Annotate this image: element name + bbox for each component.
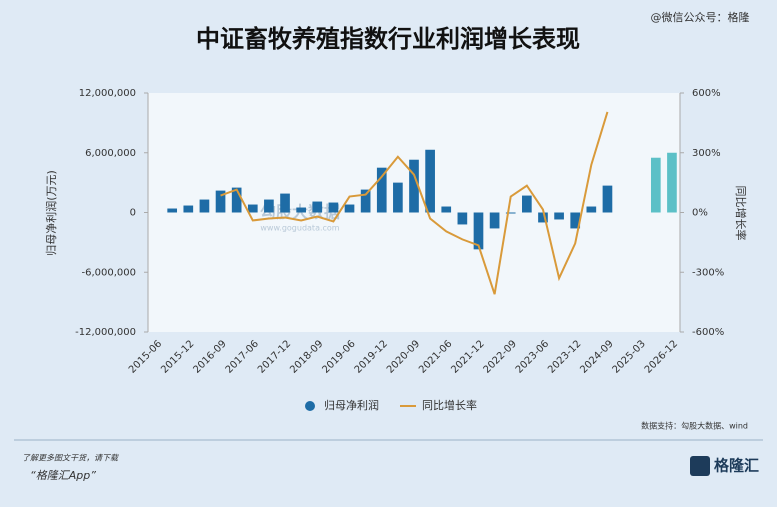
y-tick-label: -6,000,000 [81,267,136,278]
y-tick-label: 12,000,000 [79,88,136,99]
bar [667,152,677,213]
bar [538,212,548,223]
bar [570,212,581,229]
bar [296,207,306,213]
bar [215,190,226,213]
bar [505,212,516,214]
y2-tick-label: 0% [692,208,708,219]
bar [312,201,323,213]
footer-note: 了解更多图文干货，请下载 [22,454,119,463]
bar [280,193,290,213]
bar [183,205,194,213]
bar [409,159,419,213]
bar [264,199,274,213]
y-axis-label: 归母净利润(万元) [44,170,58,256]
bar [441,206,452,213]
account: @微信公众号：格隆 [651,10,750,24]
bar [344,204,355,213]
chart-title: 中证畜牧养殖指数行业利润增长表现 [196,25,580,53]
bar [554,212,564,220]
y2-axis-label: 同比增长率 [734,186,748,241]
footer-app: “格隆汇App” [30,469,96,482]
legend-label: 归母净利润 [324,398,379,412]
line [220,111,609,295]
bar [457,212,468,225]
y-tick-label: 0 [130,208,136,219]
logo: 格隆汇 [714,457,759,475]
y2-tick-label: -300% [692,267,724,278]
bar [360,189,371,213]
y2-tick-label: 300% [692,148,721,159]
legend-swatch [305,401,315,411]
y2-tick-label: 600% [692,88,721,99]
bar [473,212,484,250]
bar [586,206,597,213]
watermark-url: www.gogudata.com [260,224,339,233]
bar [602,185,613,213]
y-tick-label: 6,000,000 [85,148,136,159]
bar [231,187,242,213]
bar [650,157,661,213]
bar [376,167,387,213]
legend-label: 同比增长率 [422,398,477,412]
bar [489,212,500,229]
bar [247,204,258,213]
logo-icon [690,456,710,476]
source: 数据支持：勾股大数据、wind [641,421,748,431]
bar [393,182,403,213]
bar [167,208,178,213]
bar [199,199,210,213]
bar [522,195,532,213]
y2-tick-label: -600% [692,327,724,338]
bar [328,202,339,213]
bar [425,149,435,213]
y-tick-label: -12,000,000 [75,327,136,338]
